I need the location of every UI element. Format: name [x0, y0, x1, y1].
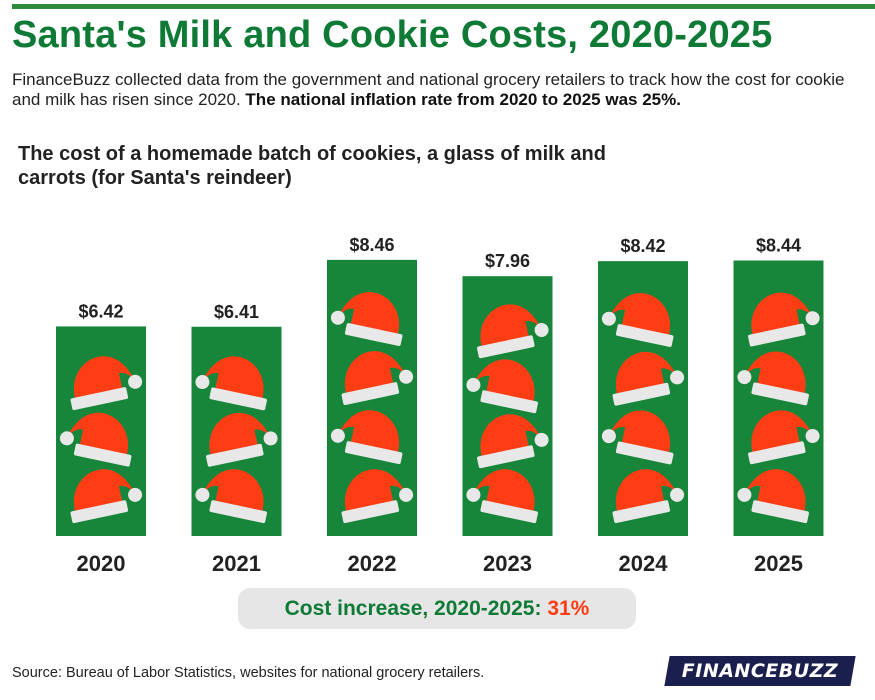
santa-hat-icon: [612, 351, 685, 406]
top-accent-rule: [12, 4, 875, 9]
cost-increase-value: 31%: [547, 597, 590, 620]
value-label-2023: $7.96: [485, 251, 530, 271]
santa-hat-icon: [341, 351, 414, 406]
santa-hat-icon: [601, 293, 674, 347]
intro-text: FinanceBuzz collected data from the gove…: [12, 70, 845, 109]
x-tick-label-2024: 2024: [619, 551, 669, 576]
source-note: Source: Bureau of Labor Statistics, webs…: [12, 665, 485, 681]
x-tick-label-2023: 2023: [483, 551, 532, 576]
santa-hat-icon: [737, 469, 809, 524]
santa-hat-icon: [748, 292, 820, 347]
bar-chart: $6.42 2020 $6.41 2021 $8.46 2022 $7.96 2023 $8.4…: [56, 235, 824, 576]
santa-hat-icon: [477, 304, 549, 359]
financebuzz-logo: FINANCEBUZZ: [664, 656, 856, 686]
value-label-2021: $6.41: [214, 302, 259, 322]
santa-hat-icon: [195, 356, 267, 411]
santa-hat-icon: [748, 410, 820, 465]
santa-hat-icon: [59, 412, 132, 467]
bar-group-2021: $6.41 2021: [191, 302, 282, 576]
bar-group-2023: $7.96 2023: [462, 251, 553, 576]
value-label-2025: $8.44: [756, 236, 801, 256]
intro-paragraph: FinanceBuzz collected data from the gove…: [12, 70, 862, 110]
bar-group-2024: $8.42 2024: [598, 236, 688, 576]
logo-text: FINANCEBUZZ: [681, 660, 839, 682]
intro-inflation-note: The national inflation rate from 2020 to…: [245, 90, 681, 109]
chart-title: The cost of a homemade batch of cookies,…: [18, 143, 606, 189]
x-tick-label-2025: 2025: [754, 551, 803, 576]
santa-hat-icon: [466, 359, 538, 414]
cost-increase-label: Cost increase, 2020-2025:: [284, 597, 542, 620]
bar-group-2020: $6.42 2020: [56, 301, 146, 576]
value-label-2022: $8.46: [349, 235, 394, 255]
x-tick-label-2022: 2022: [348, 551, 397, 576]
value-label-2024: $8.42: [620, 236, 665, 256]
santa-hat-icon: [737, 351, 809, 406]
x-tick-label-2021: 2021: [212, 551, 261, 576]
santa-hat-icon: [466, 469, 538, 524]
santa-hat-icon: [477, 414, 549, 469]
page-title: Santa's Milk and Cookie Costs, 2020-2025: [12, 14, 773, 56]
santa-hat-icon: [206, 412, 278, 467]
bar-group-2022: $8.46 2022: [327, 235, 417, 576]
santa-hat-icon: [612, 469, 685, 524]
santa-hat-icon: [70, 469, 143, 524]
cost-increase-badge: Cost increase, 2020-2025: 31%: [238, 588, 636, 629]
santa-hat-icon: [195, 469, 267, 524]
x-tick-label-2020: 2020: [77, 551, 126, 576]
santa-hat-icon: [341, 469, 414, 524]
santa-hat-icon: [601, 410, 674, 465]
santa-hat-icon: [330, 410, 403, 465]
santa-hat-icon: [330, 292, 403, 346]
santa-hat-icon: [70, 356, 143, 411]
bar-group-2025: $8.44 2025: [733, 236, 824, 576]
value-label-2020: $6.42: [78, 301, 123, 321]
